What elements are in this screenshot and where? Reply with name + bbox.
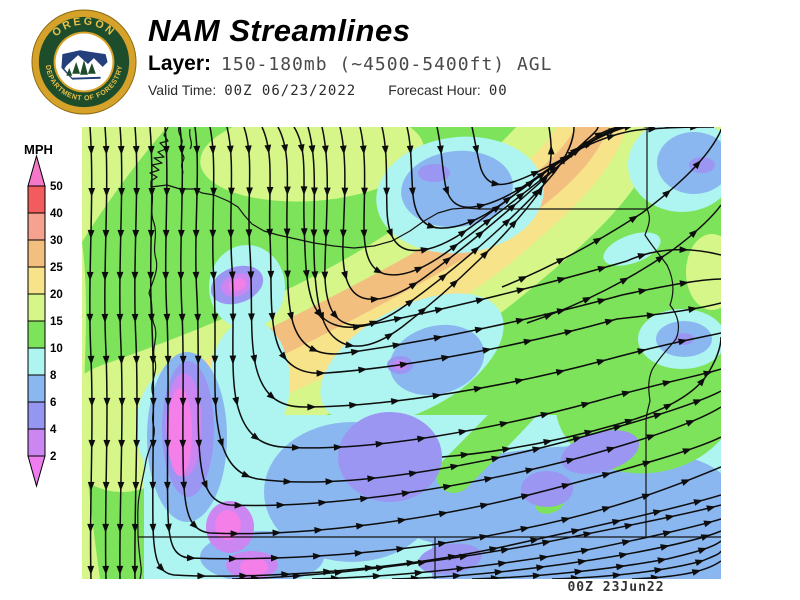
svg-text:8: 8 <box>50 370 57 382</box>
svg-text:MPH: MPH <box>24 142 53 157</box>
forecast-hour-value: 00 <box>488 83 508 100</box>
svg-text:15: 15 <box>50 316 63 328</box>
legend-arrow-bottom <box>27 455 46 488</box>
page-title: NAM Streamlines <box>148 13 411 48</box>
odf-logo: OREGON DEPARTMENT OF FORESTRY <box>31 9 137 115</box>
layer-label: Layer: <box>148 52 212 76</box>
map-timestamp: 00Z 23Jun22 <box>567 580 665 595</box>
valid-time-label: Valid Time: <box>148 82 217 99</box>
streamline-map <box>82 127 721 579</box>
valid-time-row: Valid Time: 00Z 06/23/2022 Forecast Hour… <box>148 82 788 99</box>
layer-value: 150-180mb (~4500-5400ft) AGL <box>221 54 553 76</box>
svg-text:4: 4 <box>50 424 57 436</box>
header: NAM Streamlines Layer: 150-180mb (~4500-… <box>148 13 788 99</box>
svg-text:10: 10 <box>50 343 63 355</box>
forecast-hour-label: Forecast Hour: <box>388 82 481 99</box>
svg-text:40: 40 <box>50 208 63 220</box>
logo-oregon-shield <box>61 50 108 80</box>
legend-arrow-top <box>27 154 46 187</box>
svg-text:6: 6 <box>50 397 56 409</box>
valid-time-value: 00Z 06/23/2022 <box>224 83 357 100</box>
svg-text:30: 30 <box>50 235 63 247</box>
map-image <box>82 127 721 579</box>
wind-speed-legend: MPH 50 40 30 25 20 15 10 8 6 4 2 <box>24 142 63 488</box>
svg-text:25: 25 <box>50 262 63 274</box>
layer-row: Layer: 150-180mb (~4500-5400ft) AGL <box>148 52 788 76</box>
svg-text:50: 50 <box>50 181 63 193</box>
svg-text:2: 2 <box>50 451 56 463</box>
svg-text:20: 20 <box>50 289 63 301</box>
